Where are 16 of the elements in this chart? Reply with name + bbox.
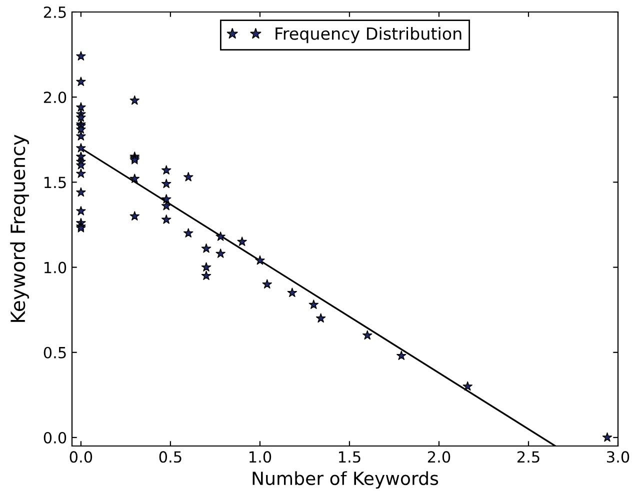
x-tick-label: 3.0	[607, 451, 630, 463]
x-tick-label: 2.0	[428, 451, 450, 463]
y-tick-label: 1.0	[44, 262, 66, 274]
y-tick-label: 1.5	[44, 176, 66, 188]
x-tick-label: 1.0	[249, 451, 272, 463]
x-tick-label: 1.5	[339, 451, 360, 463]
y-axis-title: Keyword Frequency	[10, 134, 29, 322]
x-tick-label: 0.0	[70, 451, 92, 463]
legend-label: Frequency Distribution	[276, 27, 462, 44]
x-tick-label: 2.5	[517, 451, 540, 463]
y-tick-label: 0.0	[44, 432, 66, 444]
x-tick-label: 0.5	[159, 451, 182, 463]
y-tick-label: 0.5	[44, 346, 66, 358]
y-tick-label: 2.0	[44, 92, 66, 104]
y-tick-label: 2.5	[44, 6, 66, 18]
x-axis-title: Number of Keywords	[252, 471, 438, 489]
